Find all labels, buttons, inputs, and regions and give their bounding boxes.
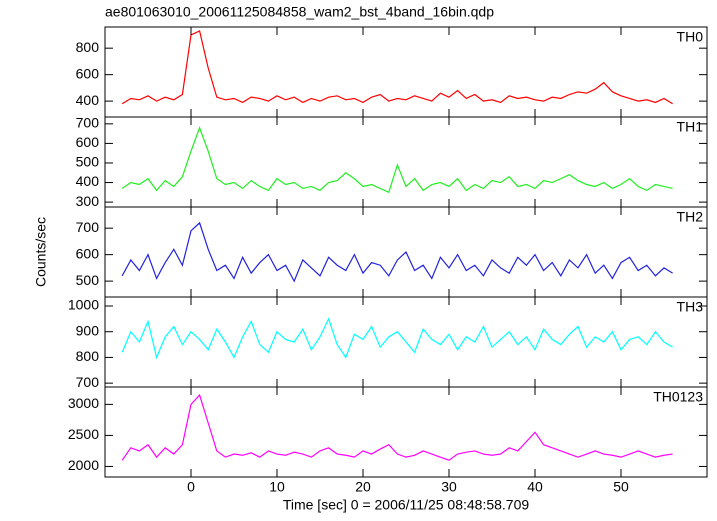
series-line (121, 393, 673, 461)
x-tick-label: 20 (355, 479, 371, 495)
panel-label: TH0123 (653, 389, 703, 405)
y-tick-label: 700 (76, 115, 100, 131)
chart-title: ae801063010_20061125084858_wam2_bst_4ban… (105, 4, 494, 20)
x-tick-label: 0 (187, 479, 195, 495)
y-tick-label: 600 (76, 245, 100, 261)
panel-label: TH3 (677, 299, 704, 315)
panel-label: TH2 (677, 209, 704, 225)
y-tick-label: 3000 (68, 395, 99, 411)
panel-frame (104, 386, 708, 478)
y-tick-label: 600 (76, 65, 100, 81)
series-line (121, 30, 673, 105)
x-axis-label: Time [sec] 0 = 2006/11/25 08:48:58.709 (283, 497, 530, 513)
y-tick-label: 2000 (68, 457, 99, 473)
series-line (121, 126, 673, 194)
y-tick-label: 900 (76, 322, 100, 338)
y-tick-label: 400 (76, 173, 100, 189)
y-tick-label: 600 (76, 134, 100, 150)
x-tick-label: 50 (613, 479, 629, 495)
panel-frame (104, 26, 708, 118)
y-tick-label: 700 (76, 374, 100, 390)
x-tick-label: 10 (269, 479, 285, 495)
y-tick-label: 400 (76, 92, 100, 108)
y-tick-label: 1000 (68, 297, 99, 313)
series-line (121, 317, 673, 360)
x-tick-label: 30 (441, 479, 457, 495)
y-tick-label: 800 (76, 348, 100, 364)
y-tick-label: 300 (76, 193, 100, 209)
y-tick-label: 700 (76, 219, 100, 235)
y-tick-label: 500 (76, 154, 100, 170)
panel-label: TH0 (677, 29, 704, 45)
x-tick-label: 40 (527, 479, 543, 495)
panel-frame (104, 116, 708, 208)
y-tick-label: 2500 (68, 426, 99, 442)
series-line (121, 221, 673, 283)
y-tick-label: 800 (76, 39, 100, 55)
y-tick-label: 500 (76, 272, 100, 288)
y-axis-label: Counts/sec (33, 217, 49, 287)
panel-label: TH1 (677, 119, 704, 135)
